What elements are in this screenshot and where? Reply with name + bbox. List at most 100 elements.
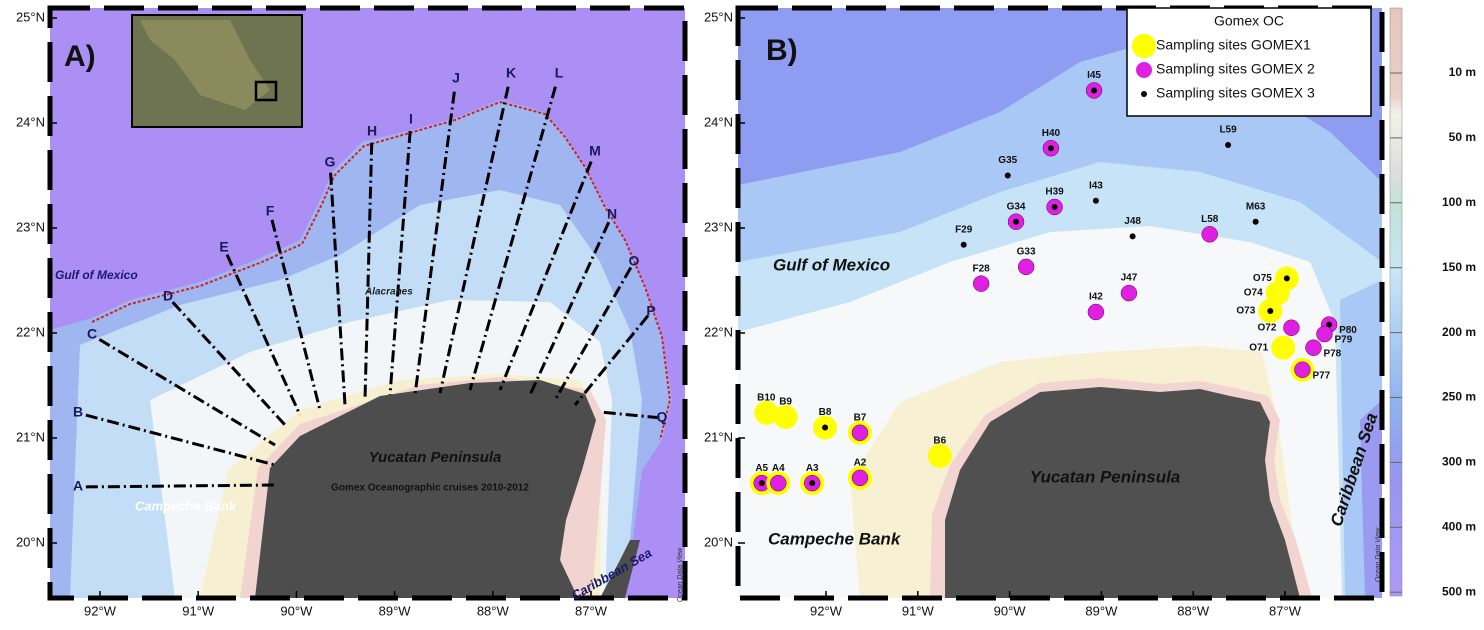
panel-label: A): [64, 40, 96, 73]
place-label: Yucatan Peninsula: [369, 449, 502, 466]
site-marker: [1305, 340, 1321, 356]
lat-tick-label: 20°N: [16, 534, 45, 549]
site-marker: [1283, 320, 1299, 336]
site-marker: [1052, 204, 1058, 210]
transect-label: G: [325, 154, 336, 170]
lat-tick-label: 23°N: [16, 219, 45, 234]
site-marker: [1316, 326, 1332, 342]
site-marker: [961, 242, 967, 248]
lon-tick-label: 89°W: [379, 603, 412, 618]
transect-label: K: [506, 65, 516, 81]
site-label: L59: [1219, 125, 1237, 136]
site-label: A2: [854, 458, 867, 469]
site-label: H39: [1045, 187, 1064, 198]
transect-label: J: [452, 70, 460, 86]
site-marker: [1271, 336, 1295, 360]
site-label: I43: [1089, 180, 1103, 191]
lon-tick-label: 90°W: [994, 603, 1027, 618]
lon-tick-label: 87°W: [1269, 603, 1302, 618]
site-marker: [852, 425, 868, 441]
site-marker: [770, 475, 786, 491]
site-marker: [1005, 173, 1011, 179]
site-marker: [1121, 285, 1137, 301]
transect-label: C: [87, 326, 97, 342]
site-marker: [1225, 142, 1231, 148]
site-label: P78: [1323, 348, 1341, 359]
site-label: B6: [933, 435, 946, 446]
site-marker: [1088, 304, 1104, 320]
site-marker: [1091, 87, 1097, 93]
site-label: B10: [757, 392, 776, 403]
colorbar-label: 200 m: [1442, 325, 1476, 339]
lat-tick-label: 25°N: [704, 9, 733, 24]
site-label: A3: [806, 463, 819, 474]
credit: Ocean Data View: [677, 547, 684, 602]
site-label: H40: [1042, 128, 1061, 139]
site-label: P77: [1312, 370, 1330, 381]
site-label: O73: [1236, 306, 1255, 317]
transect-line: [86, 485, 275, 487]
transect-label: I: [409, 111, 413, 127]
site-label: G34: [1007, 201, 1026, 212]
site-marker: [1202, 226, 1218, 242]
transect-label: O: [629, 253, 640, 269]
lat-tick-label: 21°N: [16, 429, 45, 444]
site-marker: [1048, 145, 1054, 151]
site-label: O75: [1253, 273, 1272, 284]
place-label: Campeche Bank: [135, 498, 237, 513]
site-marker: [809, 480, 815, 486]
site-marker: [1130, 233, 1136, 239]
lon-tick-label: 88°W: [477, 603, 510, 618]
site-label: G33: [1017, 246, 1036, 257]
site-marker: [1253, 219, 1259, 225]
lon-tick-label: 92°W: [84, 603, 117, 618]
legend-marker: [1136, 62, 1152, 78]
place-label: Alacranes: [364, 287, 413, 298]
lat-tick-label: 22°N: [16, 324, 45, 339]
transect-label: H: [367, 123, 377, 139]
site-label: P79: [1334, 335, 1352, 346]
transect-label: P: [646, 303, 655, 319]
lon-tick-label: 88°W: [1177, 603, 1210, 618]
legend-marker: [1132, 34, 1156, 58]
site-label: O71: [1249, 342, 1268, 353]
site-marker: [928, 444, 952, 468]
legend-label: Sampling sites GOMEX1: [1156, 37, 1311, 53]
site-marker: [1093, 198, 1099, 204]
transect-label: F: [266, 203, 275, 219]
legend-label: Sampling sites GOMEX 2: [1156, 61, 1315, 77]
credit: Ocean Data View: [1375, 527, 1382, 582]
colorbar-label: 100 m: [1442, 195, 1476, 209]
site-label: O74: [1244, 288, 1263, 299]
colorbar-label: 10 m: [1449, 65, 1476, 79]
site-marker: [1294, 362, 1310, 378]
site-label: F28: [973, 263, 991, 274]
site-label: B7: [854, 412, 867, 423]
site-label: I45: [1087, 70, 1101, 81]
legend-label: Sampling sites GOMEX 3: [1156, 85, 1315, 101]
site-marker: [774, 405, 798, 429]
site-label: I42: [1089, 292, 1103, 303]
legend-marker: [1141, 91, 1147, 97]
transect-label: E: [219, 239, 228, 255]
site-label: M63: [1246, 201, 1266, 212]
site-label: J47: [1121, 273, 1138, 284]
site-marker: [973, 276, 989, 292]
site-marker: [1284, 275, 1290, 281]
site-label: A5: [755, 463, 768, 474]
site-label: F29: [955, 224, 973, 235]
lon-tick-label: 89°W: [1085, 603, 1118, 618]
transect-label: Q: [657, 409, 668, 425]
lon-tick-label: 91°W: [182, 603, 215, 618]
lat-tick-label: 21°N: [704, 429, 733, 444]
site-label: J48: [1124, 216, 1141, 227]
lat-tick-label: 24°N: [16, 114, 45, 129]
place-label: Yucatan Peninsula: [1030, 467, 1181, 486]
colorbar: [1390, 8, 1402, 596]
lat-tick-label: 25°N: [16, 9, 45, 24]
transect-label: A: [73, 478, 83, 494]
transect-label: M: [589, 143, 601, 159]
colorbar-label: 400 m: [1442, 519, 1476, 533]
transect-label: D: [163, 288, 173, 304]
transect-label: B: [73, 404, 83, 420]
